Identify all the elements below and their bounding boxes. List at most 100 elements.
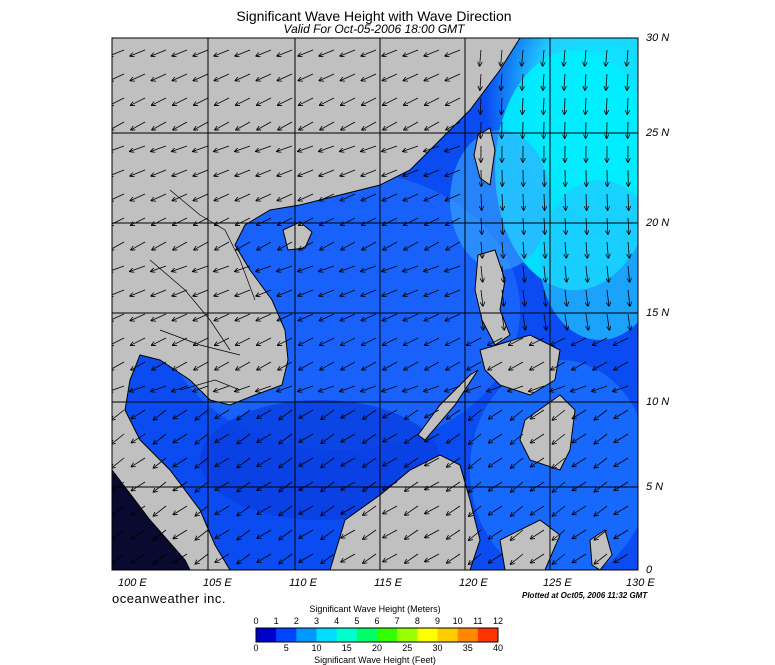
wave-arrow <box>511 481 524 492</box>
wave-arrow <box>363 529 377 539</box>
wave-arrow <box>382 313 398 321</box>
wave-arrow <box>130 169 146 176</box>
wave-arrow <box>299 337 314 345</box>
wave-arrow <box>564 49 565 66</box>
wave-arrow <box>153 457 167 468</box>
wave-arrow <box>277 313 293 321</box>
wave-arrow <box>607 193 608 210</box>
wave-arrow <box>319 169 335 176</box>
wave-arrow <box>298 73 314 81</box>
wave-arrow <box>298 193 314 201</box>
wave-arrow <box>340 289 356 296</box>
wave-arrow <box>543 49 544 66</box>
wave-arrow <box>404 97 419 105</box>
wave-arrow <box>278 97 293 105</box>
wave-arrow <box>173 121 188 130</box>
lon-label-105e: 105 E <box>203 577 232 589</box>
wave-arrow <box>215 505 230 514</box>
wave-arrow <box>445 169 461 176</box>
wave-arrow <box>565 265 567 282</box>
feet-tick: 0 <box>253 643 259 653</box>
feet-tick: 10 <box>311 643 322 653</box>
wave-arrow <box>404 217 419 225</box>
wave-arrow <box>509 337 524 345</box>
wave-arrow <box>340 193 356 201</box>
wave-arrow <box>614 553 629 562</box>
wave-arrow <box>404 337 419 345</box>
wave-arrow <box>573 481 587 491</box>
wave-arrow <box>425 217 440 225</box>
wave-arrow <box>383 121 398 130</box>
wave-arrow <box>405 433 419 443</box>
wave-arrow <box>628 289 630 306</box>
wave-arrow <box>193 73 209 81</box>
wave-arrow <box>319 385 335 391</box>
wave-arrow <box>489 481 503 491</box>
feet-tick: 35 <box>462 643 473 653</box>
wave-arrow <box>195 481 209 492</box>
wave-arrow <box>522 49 523 66</box>
wave-arrow <box>257 361 272 370</box>
wave-arrow <box>573 529 587 539</box>
wave-arrow <box>278 361 293 370</box>
wave-arrow <box>382 193 398 201</box>
wave-arrow <box>403 265 419 271</box>
wave-arrow <box>511 553 524 564</box>
wave-arrow <box>572 337 587 345</box>
wave-arrow <box>403 145 419 151</box>
wave-arrow <box>193 49 209 56</box>
wave-arrow <box>593 337 608 345</box>
wave-arrow <box>215 529 230 538</box>
wave-arrow <box>277 145 293 151</box>
wave-arrow <box>256 193 272 201</box>
wave-arrow <box>594 481 608 492</box>
colorbar-meters-title: Significant Wave Height (Meters) <box>309 604 441 614</box>
wave-arrow <box>151 193 167 201</box>
wave-arrow <box>340 313 356 321</box>
wave-arrow <box>256 49 272 56</box>
wave-arrow <box>257 409 272 418</box>
wave-arrow <box>425 241 440 250</box>
wave-arrow <box>195 529 209 540</box>
wave-arrow <box>215 241 230 250</box>
wave-arrow <box>173 529 188 539</box>
feet-tick: 5 <box>283 643 289 653</box>
wave-arrow <box>551 337 566 345</box>
wave-arrow <box>446 337 461 345</box>
wave-arrow <box>487 385 503 391</box>
wave-arrow <box>299 505 314 514</box>
wave-arrow <box>501 73 502 90</box>
lon-label-120e: 120 E <box>459 577 488 589</box>
lon-label-125e: 125 E <box>543 577 572 589</box>
wave-arrow <box>151 169 167 176</box>
wave-arrow <box>132 505 146 515</box>
wave-arrow <box>530 361 545 370</box>
wave-arrow <box>257 457 272 466</box>
wave-arrow <box>320 241 335 250</box>
wave-arrow <box>424 193 440 201</box>
wave-arrow <box>502 193 503 210</box>
wave-arrow <box>341 409 356 418</box>
wave-arrow <box>446 217 461 225</box>
wave-arrow <box>193 385 209 391</box>
wave-arrow <box>299 361 314 370</box>
wave-arrow <box>363 457 377 467</box>
wave-arrow <box>489 433 503 443</box>
wave-arrow <box>361 193 377 201</box>
wave-arrow <box>341 217 356 225</box>
wave-arrow <box>363 409 377 419</box>
wave-arrow <box>564 73 565 90</box>
wave-arrow <box>193 289 209 296</box>
wave-arrow <box>405 529 419 539</box>
wave-arrow <box>501 97 502 114</box>
wave-arrow <box>173 433 188 443</box>
wave-arrow <box>501 49 502 66</box>
wave-arrow <box>215 481 230 490</box>
lat-label-5n: 5 N <box>646 481 664 493</box>
wave-arrow <box>511 457 524 468</box>
wave-arrow <box>544 289 546 306</box>
wave-arrow <box>511 529 524 540</box>
wave-arrow <box>404 241 419 250</box>
wave-arrow <box>321 409 335 419</box>
wave-arrow <box>279 529 293 540</box>
